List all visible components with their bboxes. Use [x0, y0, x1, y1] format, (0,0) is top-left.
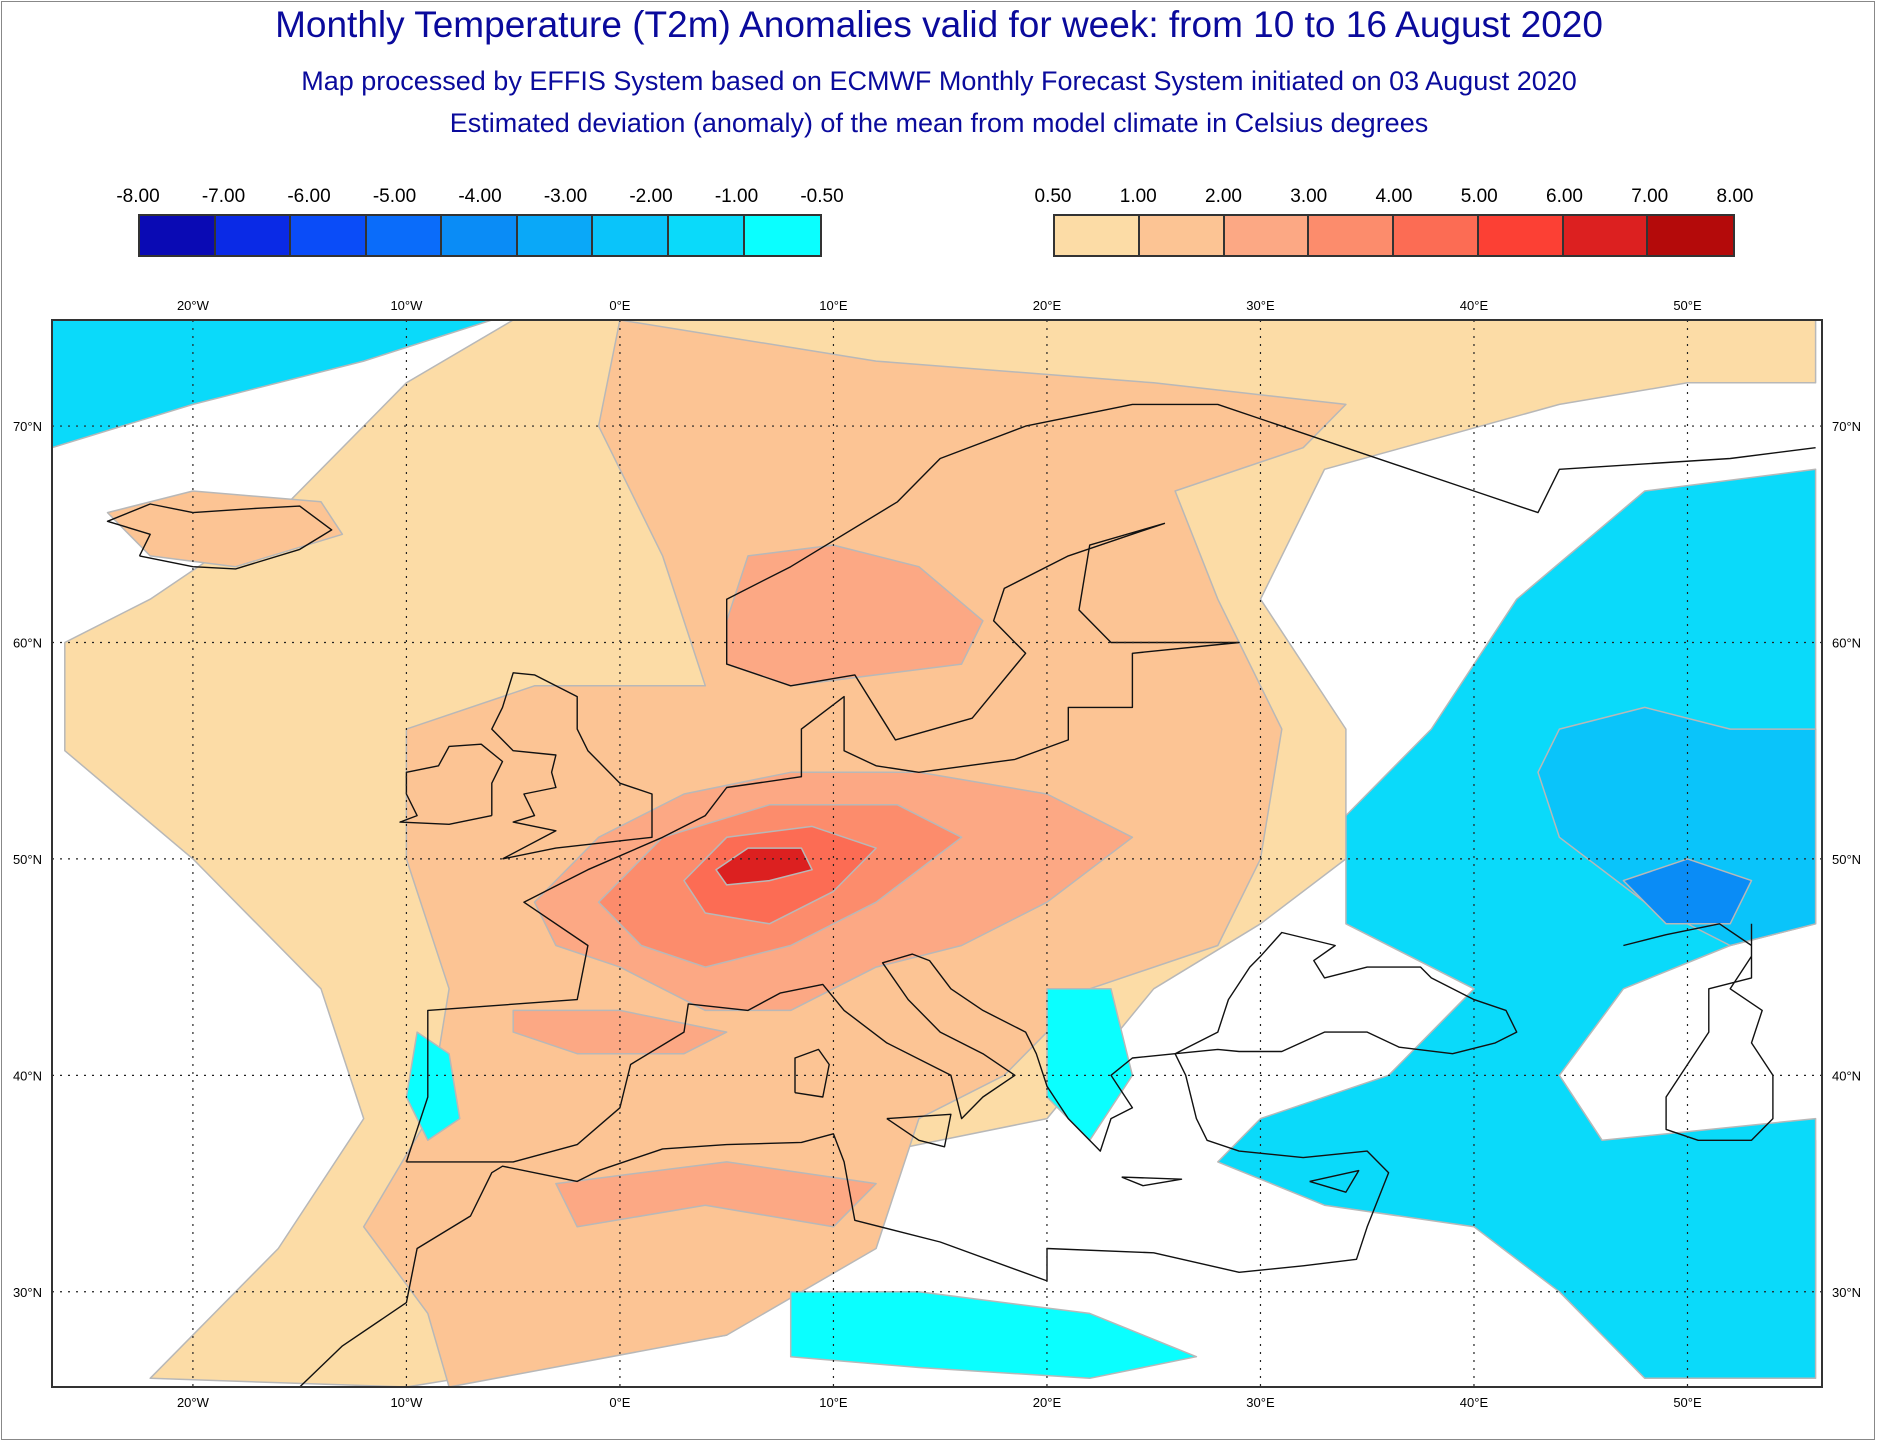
lgd-cold-swatch-7: [668, 216, 745, 255]
coastline-7: [794, 1048, 830, 1098]
lgd-warm-label-6: 6.00: [1546, 186, 1583, 207]
coastline-8: [886, 1113, 952, 1148]
region-cold-iberia: [405, 1031, 461, 1142]
lgd-cold-swatch-0: [140, 216, 216, 255]
lgd-cold-swatch-3: [366, 216, 443, 255]
lgd-cold-label-4: -4.00: [458, 186, 502, 207]
lgd-warm-label-8: 8.00: [1716, 186, 1754, 207]
region-warm-peak: [715, 847, 813, 886]
lon-label-top-4: 20°E: [1033, 298, 1062, 313]
lgd-warm-swatch-7: [1648, 216, 1733, 255]
region-warm-iceland: [106, 490, 344, 568]
region-cold-greece: [1046, 988, 1134, 1142]
lat-label-right-2: 50°N: [1832, 852, 1861, 867]
lat-label-left-2: 50°N: [13, 852, 42, 867]
lat-label-right-0: 70°N: [1832, 419, 1861, 434]
lgd-cold-swatch-1: [215, 216, 292, 255]
lgd-warm-label-3: 3.00: [1290, 186, 1328, 207]
coastline-2: [1174, 931, 1518, 1055]
lon-label-bottom-1: 10°W: [390, 1395, 423, 1410]
coastline-10: [1309, 1169, 1360, 1193]
lon-label-top-1: 10°W: [390, 298, 423, 313]
legend-warm: 0.50 1.00 2.00 3.00 4.00 5.00 6.00 7.00 8.00: [1035, 180, 1753, 258]
lon-label-top-5: 30°E: [1246, 298, 1275, 313]
coastlines: [106, 403, 1816, 1387]
lgd-warm-label-0: 0.50: [1034, 186, 1072, 207]
lat-label-left-0: 70°N: [13, 419, 42, 434]
lgd-warm-swatch-4: [1394, 216, 1479, 255]
lgd-warm-swatch-1: [1139, 216, 1225, 255]
legend-cold-boxes: [138, 214, 822, 257]
lgd-cold-label-2: -6.00: [287, 186, 331, 207]
lon-label-bottom-7: 50°E: [1673, 1395, 1702, 1410]
lon-label-top-0: 20°W: [177, 298, 210, 313]
lat-label-left-1: 60°N: [13, 635, 42, 650]
region-warm-north-africa: [555, 1161, 877, 1228]
lgd-cold-label-7: -1.00: [714, 186, 759, 207]
lon-label-top-7: 50°E: [1673, 298, 1702, 313]
lgd-warm-label-7: 7.00: [1631, 186, 1669, 207]
coastline-3: [1623, 923, 1774, 1141]
legend-cold: -8.00 -7.00 -6.00 -5.00 -4.00 -3.00 -2.00 -1.00…: [116, 180, 844, 258]
lon-label-bottom-4: 20°E: [1033, 1395, 1062, 1410]
lgd-cold-label-1: -7.00: [201, 186, 246, 207]
map-subtitle-processing: Map processed by EFFIS System based on E…: [301, 66, 1577, 96]
anomaly-fields: [52, 320, 1817, 1387]
coastline-0: [405, 403, 1816, 1163]
lgd-cold-label-6: -2.00: [629, 186, 673, 207]
lgd-cold-label-8: -0.50: [800, 186, 844, 207]
lon-label-bottom-2: 0°E: [609, 1395, 630, 1410]
plot-frame: [51, 319, 1823, 1388]
lgd-cold-swatch-2: [291, 216, 367, 255]
coastline-9: [1121, 1176, 1183, 1187]
lgd-warm-label-5: 5.00: [1460, 186, 1498, 207]
lgd-cold-label-0: -8.00: [116, 186, 160, 207]
coastline-1: [299, 953, 1390, 1387]
coastline-6: [106, 503, 333, 570]
lgd-cold-swatch-5: [517, 216, 594, 255]
region-cold-northwest: [52, 320, 493, 449]
lgd-warm-swatch-3: [1309, 216, 1394, 255]
map-title: Monthly Temperature (T2m) Anomalies vali…: [275, 4, 1603, 45]
lon-label-bottom-6: 40°E: [1460, 1395, 1489, 1410]
lat-label-right-3: 40°N: [1832, 1068, 1861, 1083]
coastline-4: [491, 672, 653, 860]
lat-label-left-4: 30°N: [13, 1285, 42, 1300]
lgd-warm-label-1: 1.00: [1119, 186, 1157, 207]
lgd-cold-swatch-8: [744, 216, 821, 255]
lgd-warm-label-2: 2.00: [1205, 186, 1242, 207]
legend-warm-boxes: [1053, 214, 1735, 257]
lon-label-bottom-5: 30°E: [1246, 1395, 1275, 1410]
lon-label-bottom-3: 10°E: [819, 1395, 848, 1410]
graticule: [52, 320, 1822, 1387]
lgd-warm-swatch-2: [1224, 216, 1310, 255]
map-subtitle-units: Estimated deviation (anomaly) of the mea…: [449, 108, 1429, 138]
lat-label-right-1: 60°N: [1832, 635, 1861, 650]
lgd-cold-label-5: -3.00: [543, 186, 588, 207]
lgd-warm-label-4: 4.00: [1375, 186, 1413, 207]
region-cold-russia-deep: [1622, 858, 1753, 925]
region-cold-north-africa: [789, 1291, 1198, 1380]
lgd-warm-swatch-0: [1055, 216, 1140, 255]
lat-label-left-3: 40°N: [13, 1068, 42, 1083]
coastline-5: [399, 743, 504, 825]
lgd-warm-swatch-5: [1478, 216, 1564, 255]
lon-label-top-6: 40°E: [1460, 298, 1489, 313]
lat-label-right-4: 30°N: [1832, 1285, 1861, 1300]
lgd-cold-swatch-6: [593, 216, 669, 255]
lgd-cold-swatch-4: [442, 216, 518, 255]
lgd-cold-label-3: -5.00: [372, 186, 417, 207]
lon-label-top-3: 10°E: [819, 298, 848, 313]
lon-label-top-2: 0°E: [609, 298, 630, 313]
lon-label-bottom-0: 20°W: [177, 1395, 210, 1410]
lgd-warm-swatch-6: [1563, 216, 1649, 255]
anomaly-map: 20°W 20°W 10°W 10°W 0°E 0°E 10°E 10°E 20°E 20°E 30…: [13, 298, 1861, 1410]
